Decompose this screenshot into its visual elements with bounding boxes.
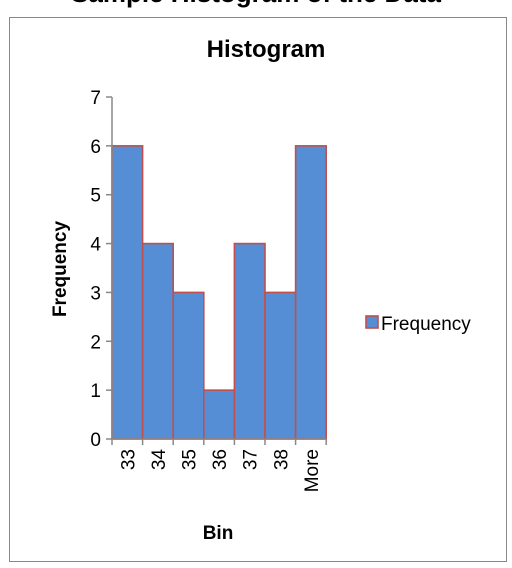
bar-38	[264, 291, 297, 440]
legend-label: Frequency	[381, 314, 471, 335]
y-tick-label: 5	[90, 186, 101, 207]
bar-36	[203, 389, 236, 440]
bar-33	[111, 145, 144, 440]
clipped-header-text: Sample Histogram of the Data	[0, 0, 512, 9]
x-tick-label: 38	[271, 449, 292, 470]
y-tick-label: 4	[90, 235, 101, 256]
bar-34	[141, 242, 175, 440]
x-tick-label: More	[302, 449, 323, 492]
y-tick-label: 1	[90, 381, 101, 402]
y-tick-label: 2	[90, 332, 101, 353]
chart-title: Histogram	[207, 36, 326, 63]
x-tick-label: 34	[149, 449, 170, 471]
x-tick-label: 35	[180, 449, 201, 470]
legend: Frequency	[365, 314, 471, 335]
x-tick-label: 36	[210, 449, 231, 470]
x-axis-ticks: 33 34 35 36 37 38 More	[111, 439, 327, 492]
y-tick-label: 7	[90, 88, 101, 109]
x-axis-title: Bin	[203, 523, 234, 544]
bars	[111, 145, 328, 440]
y-axis-ticks: 0 1 2 3 4 5 6 7	[90, 88, 112, 451]
x-tick-label: 37	[241, 449, 262, 470]
bar-37	[233, 242, 266, 440]
y-tick-label: 3	[90, 283, 101, 304]
legend-swatch	[365, 315, 379, 329]
y-tick-label: 6	[90, 137, 101, 158]
y-tick-label: 0	[90, 430, 101, 451]
bar-35	[172, 291, 205, 440]
y-axis-title: Frequency	[50, 221, 71, 318]
bar-more	[294, 145, 328, 440]
x-tick-label: 33	[118, 449, 139, 470]
